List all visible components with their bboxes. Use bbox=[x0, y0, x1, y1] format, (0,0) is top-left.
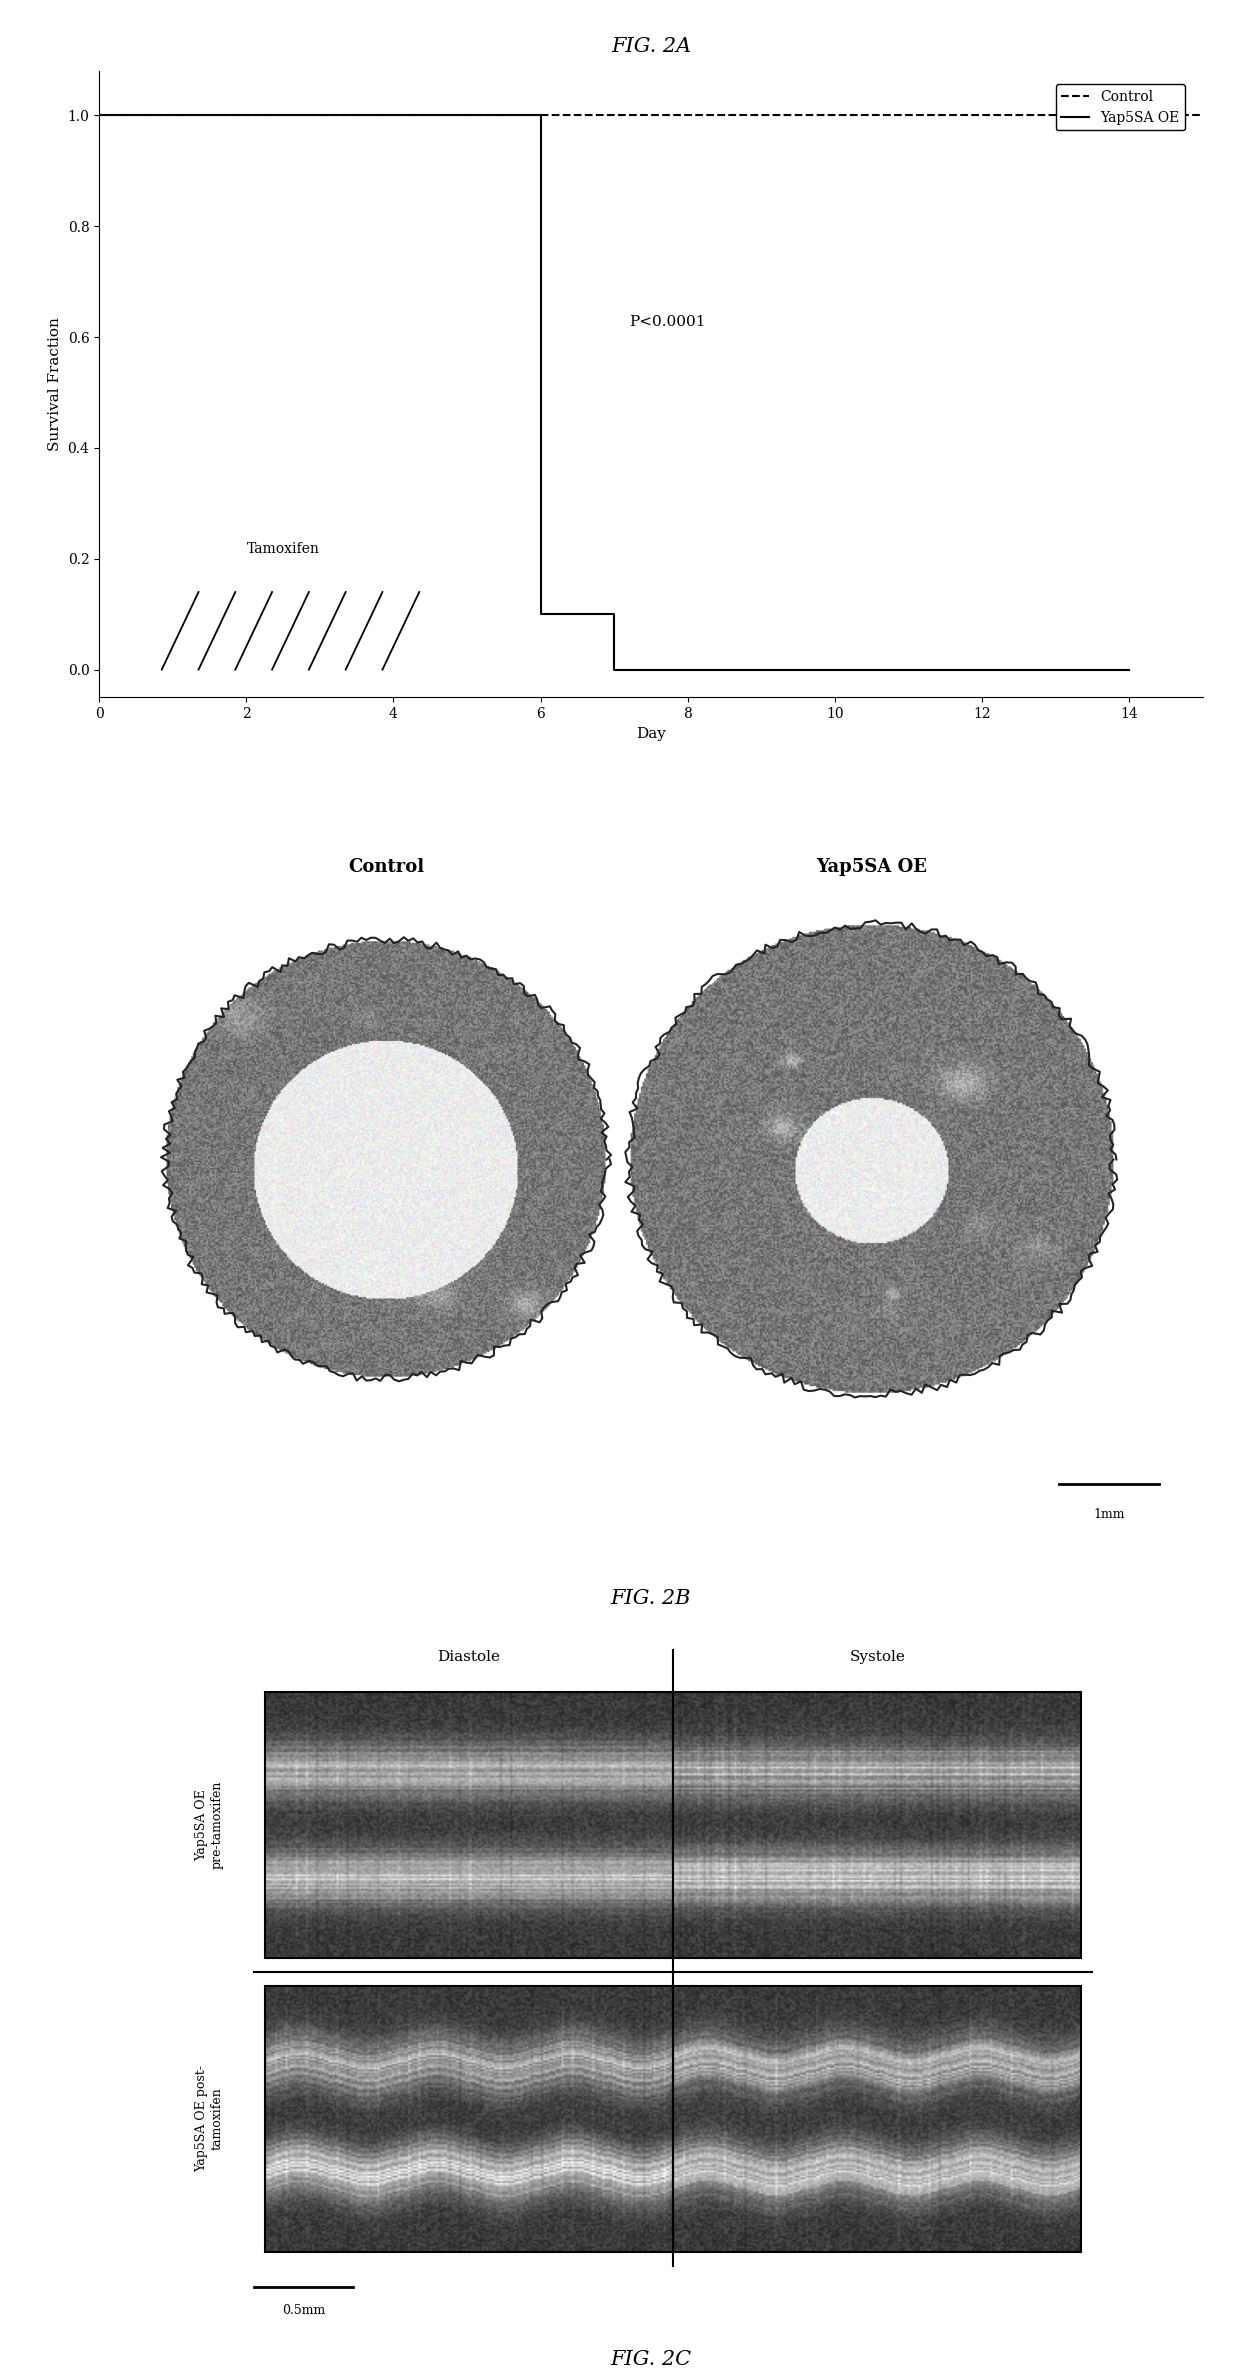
Text: FIG. 2C: FIG. 2C bbox=[610, 2350, 692, 2369]
Bar bbox=[673, 1985, 1081, 2251]
Title: FIG. 2A: FIG. 2A bbox=[611, 36, 691, 54]
Text: 0.5mm: 0.5mm bbox=[281, 2305, 325, 2317]
Yap5SA OE bbox=[533, 599, 548, 628]
Text: FIG. 2B: FIG. 2B bbox=[611, 1590, 691, 1609]
Text: P<0.0001: P<0.0001 bbox=[629, 315, 706, 329]
Text: Yap5SA OE: Yap5SA OE bbox=[816, 858, 928, 877]
Yap5SA OE bbox=[533, 102, 548, 130]
Text: Diastole: Diastole bbox=[438, 1649, 501, 1663]
Y-axis label: Survival Fraction: Survival Fraction bbox=[48, 317, 62, 450]
Text: 1mm: 1mm bbox=[1094, 1509, 1125, 1521]
Text: Yap5SA OE post-
tamoxifen: Yap5SA OE post- tamoxifen bbox=[196, 2066, 223, 2172]
Bar bbox=[265, 1691, 673, 1957]
Legend: Control, Yap5SA OE: Control, Yap5SA OE bbox=[1055, 85, 1184, 130]
Text: Control: Control bbox=[348, 858, 424, 877]
Text: Tamoxifen: Tamoxifen bbox=[247, 543, 320, 557]
Text: Yap5SA OE
pre-tamoxifen: Yap5SA OE pre-tamoxifen bbox=[196, 1781, 223, 1869]
Line: Yap5SA OE: Yap5SA OE bbox=[99, 116, 1130, 670]
Bar bbox=[265, 1985, 673, 2251]
Yap5SA OE bbox=[1122, 656, 1137, 685]
X-axis label: Day: Day bbox=[636, 727, 666, 741]
Yap5SA OE bbox=[92, 102, 107, 130]
Bar bbox=[673, 1691, 1081, 1957]
Text: Systole: Systole bbox=[849, 1649, 905, 1663]
Yap5SA OE bbox=[606, 599, 621, 628]
Yap5SA OE bbox=[606, 656, 621, 685]
